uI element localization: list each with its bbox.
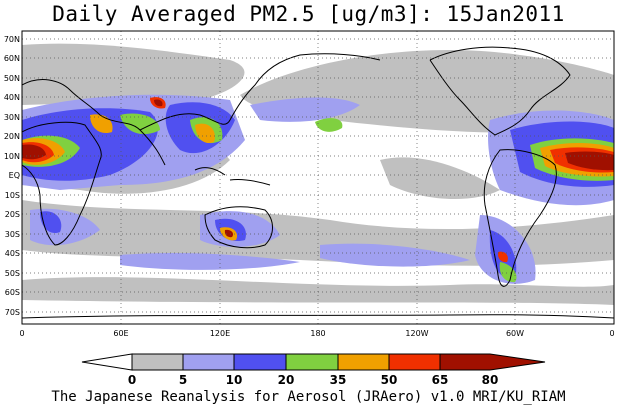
lat-label: 50S <box>5 269 20 278</box>
latitude-labels: 70N 60N 50N 40N 30N 20N 10N EQ 10S 20S 3… <box>4 35 20 317</box>
colorbar-label: 20 <box>278 373 295 387</box>
lon-label: 180 <box>310 329 325 338</box>
lat-label: 60N <box>4 54 20 63</box>
colorbar-segment <box>233 353 287 371</box>
colorbar: 0 5 10 20 35 50 65 80 <box>81 353 546 387</box>
colorbar-label: 65 <box>432 373 449 387</box>
longitude-labels: 0 60E 120E 180 120W 60W 0 <box>19 329 614 338</box>
lat-label: 30S <box>5 230 20 239</box>
lon-label: 0 <box>19 329 24 338</box>
colorbar-label: 0 <box>128 373 136 387</box>
credit-line: The Japanese Reanalysis for Aerosol (JRA… <box>51 389 566 405</box>
lat-label: 10S <box>5 191 20 200</box>
lat-label: 30N <box>4 113 20 122</box>
colorbar-label: 10 <box>226 373 243 387</box>
map-title: Daily Averaged PM2.5 [ug/m3]: 15Jan2011 <box>52 2 565 26</box>
colorbar-label: 35 <box>330 373 347 387</box>
colorbar-segment <box>285 353 339 371</box>
colorbar-label: 50 <box>381 373 398 387</box>
lon-label: 60W <box>506 329 524 338</box>
colorbar-segment <box>388 353 441 371</box>
lat-label: 50N <box>4 74 20 83</box>
concentration-field <box>22 31 614 324</box>
colorbar-segment <box>439 353 546 371</box>
lat-label: 10N <box>4 152 20 161</box>
pm25-map: 70N 60N 50N 40N 30N 20N 10N EQ 10S 20S 3… <box>4 30 615 387</box>
lon-label: 120E <box>210 329 230 338</box>
coastlines <box>22 46 614 319</box>
lat-label: 60S <box>5 288 20 297</box>
lat-label: 70S <box>5 308 20 317</box>
lat-label: 40N <box>4 93 20 102</box>
lat-label: 70N <box>4 35 20 44</box>
lat-label: 20N <box>4 132 20 141</box>
colorbar-segment <box>81 353 133 371</box>
lat-label: 40S <box>5 249 20 258</box>
lon-label: 60E <box>113 329 128 338</box>
grid-lines <box>22 31 614 324</box>
colorbar-segment <box>131 353 184 371</box>
colorbar-segment <box>337 353 390 371</box>
colorbar-label: 5 <box>179 373 187 387</box>
lat-label: EQ <box>9 171 20 180</box>
lat-label: 20S <box>5 210 20 219</box>
colorbar-label: 80 <box>482 373 499 387</box>
map-frame <box>21 30 615 325</box>
lon-label: 0 <box>609 329 614 338</box>
colorbar-segment <box>182 353 235 371</box>
lon-label: 120W <box>405 329 428 338</box>
